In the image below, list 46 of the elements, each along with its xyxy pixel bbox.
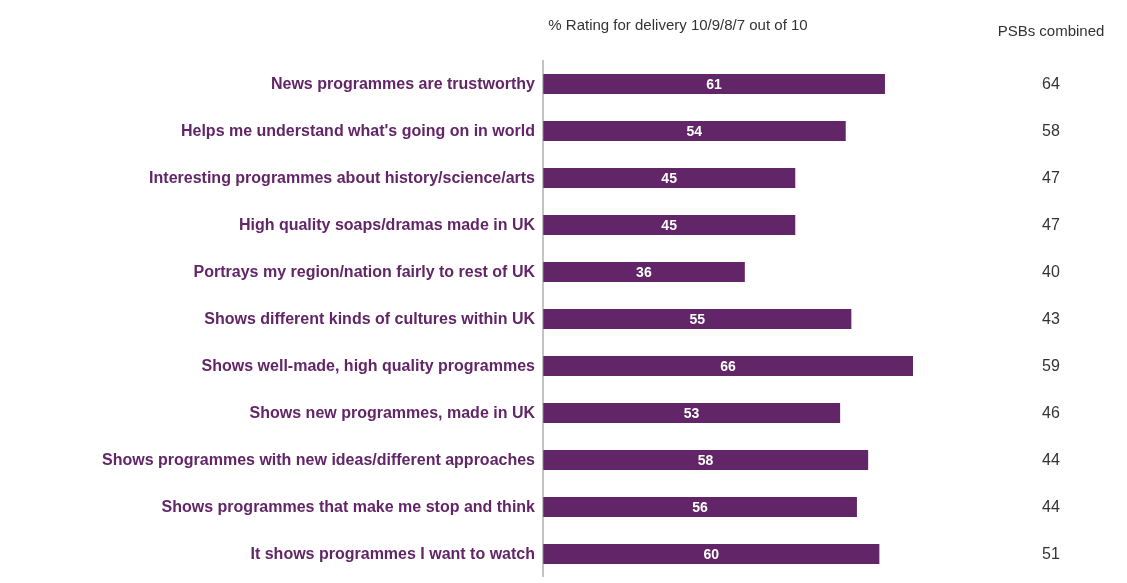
data-label: 54 bbox=[686, 122, 703, 139]
data-label: 45 bbox=[661, 169, 678, 186]
text: 44 bbox=[1041, 450, 1061, 469]
text: 59 bbox=[1041, 356, 1061, 375]
text: 47 bbox=[1041, 215, 1061, 234]
bar bbox=[543, 450, 869, 470]
y-tick-label: Shows well-made, high quality programmes bbox=[201, 357, 536, 375]
data-label: 36 bbox=[636, 263, 652, 280]
data-label: 55 bbox=[689, 310, 706, 327]
text: 58 bbox=[1041, 121, 1061, 140]
y-tick-label: News programmes are trustworthy bbox=[270, 75, 536, 93]
y-tick-label: Portrays my region/nation fairly to rest of UK bbox=[193, 263, 536, 281]
text: 64 bbox=[1041, 74, 1061, 93]
bar bbox=[543, 356, 913, 376]
y-tick-label: Shows new programmes, made in UK bbox=[249, 404, 536, 422]
bar bbox=[543, 74, 885, 94]
text: 43 bbox=[1041, 309, 1061, 328]
data-label: 66 bbox=[720, 357, 736, 374]
text: 47 bbox=[1041, 168, 1061, 187]
bar bbox=[543, 168, 796, 188]
y-tick-label: Interesting programmes about history/science/arts bbox=[149, 169, 536, 187]
chart-title: % Rating for delivery 10/9/8/7 out of 10 bbox=[547, 16, 809, 33]
data-label: 60 bbox=[703, 545, 720, 562]
bar bbox=[543, 497, 857, 517]
data-label: 56 bbox=[692, 498, 708, 515]
y-tick-label: High quality soaps/dramas made in UK bbox=[238, 216, 536, 234]
data-label: 58 bbox=[697, 451, 714, 468]
y-tick-label: Shows programmes that make me stop and think bbox=[161, 498, 536, 516]
text: 44 bbox=[1041, 497, 1061, 516]
y-tick-label: Shows programmes with new ideas/different approaches bbox=[102, 451, 536, 469]
data-label: 53 bbox=[683, 404, 700, 421]
bar bbox=[543, 215, 796, 235]
text: PSBs combined bbox=[996, 22, 1106, 39]
data-label: 45 bbox=[661, 216, 678, 233]
text: 51 bbox=[1041, 544, 1061, 563]
text: 40 bbox=[1041, 262, 1061, 281]
bar bbox=[543, 121, 846, 141]
y-tick-label: It shows programmes I want to watch bbox=[250, 545, 535, 563]
data-label: 61 bbox=[706, 75, 722, 92]
y-tick-label: Shows different kinds of cultures within UK bbox=[204, 310, 536, 328]
bar bbox=[543, 309, 852, 329]
bar bbox=[543, 544, 880, 564]
bar bbox=[543, 403, 841, 423]
y-tick-label: Helps me understand what's going on in world bbox=[180, 122, 535, 140]
bar bbox=[543, 262, 745, 282]
text: 46 bbox=[1041, 403, 1061, 422]
